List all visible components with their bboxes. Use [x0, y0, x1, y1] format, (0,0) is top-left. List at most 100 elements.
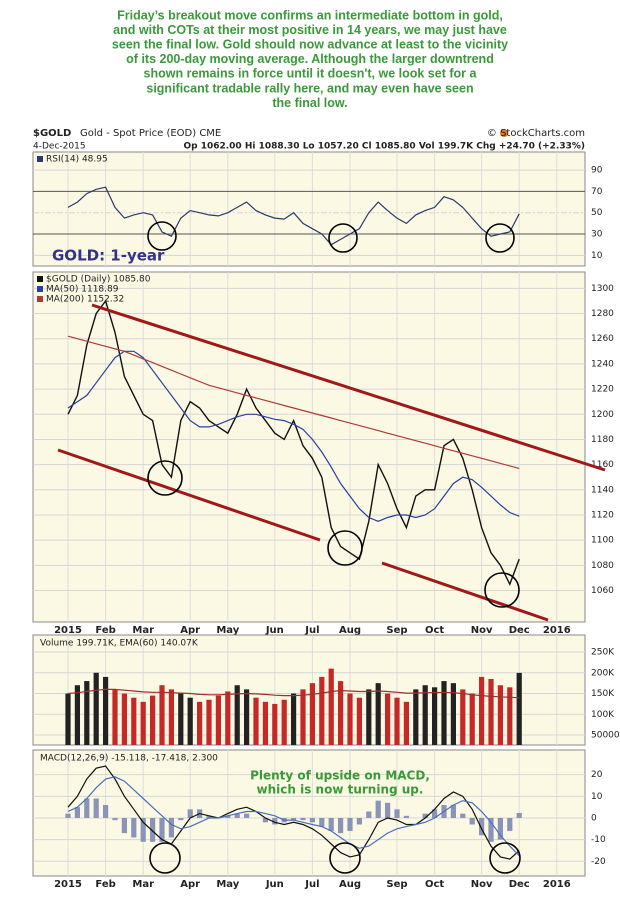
bar — [309, 683, 315, 745]
y-tick-label: 20 — [591, 770, 603, 780]
bar — [187, 697, 193, 745]
source-logo — [500, 129, 508, 137]
bar — [460, 689, 466, 745]
bar — [272, 703, 278, 745]
x-tick-label: Feb — [95, 879, 115, 890]
y-tick-label: 70 — [591, 187, 603, 197]
note-line: Friday’s breakout move confirms an inter… — [117, 8, 503, 22]
x-tick-label: Apr — [180, 879, 200, 890]
x-tick-label: Nov — [471, 879, 493, 890]
bar — [65, 693, 71, 745]
bar — [140, 817, 146, 842]
bar — [131, 817, 137, 838]
bar — [262, 701, 268, 745]
x-tick-label: May — [216, 625, 239, 636]
x-tick-label: 2016 — [543, 625, 571, 636]
bar — [356, 817, 362, 825]
x-tick-label: Dec — [509, 879, 530, 890]
bar — [394, 809, 400, 818]
legend-entry: MA(200) 1152.32 — [46, 295, 124, 305]
x-tick-label: 2015 — [54, 625, 82, 636]
bar — [234, 813, 240, 818]
bar — [338, 817, 344, 834]
circle-marker — [147, 221, 177, 251]
bar — [225, 815, 231, 818]
y-tick-label: 1200 — [591, 410, 614, 420]
y-tick-label: 1260 — [591, 334, 614, 344]
y-tick-label: 1120 — [591, 510, 614, 520]
bar — [347, 817, 353, 831]
bar — [150, 817, 156, 842]
bar — [121, 817, 127, 834]
bar — [178, 817, 184, 821]
x-tick-label: 2016 — [543, 879, 571, 890]
x-tick-label: 2015 — [54, 879, 82, 890]
y-tick-label: 1280 — [591, 309, 614, 319]
y-tick-label: 1180 — [591, 435, 614, 445]
y-tick-label: 1080 — [591, 561, 614, 571]
bar — [432, 809, 438, 818]
note-line: significant tradable rally here, and may… — [146, 81, 473, 95]
bar — [403, 701, 409, 745]
bar — [394, 697, 400, 745]
legend-entry: $GOLD (Daily) 1085.80 — [46, 275, 151, 285]
bar — [469, 693, 475, 745]
y-tick-label: -10 — [591, 835, 606, 845]
bar — [121, 693, 127, 745]
bar — [281, 699, 287, 745]
bar — [450, 683, 456, 745]
date: 4-Dec-2015 — [33, 142, 86, 152]
panel-annotation: Plenty of upside on MACD, — [250, 769, 430, 783]
legend-swatch — [37, 276, 43, 282]
y-tick-label: 1060 — [591, 586, 614, 596]
bar — [479, 676, 485, 745]
circle-marker — [327, 530, 363, 566]
circle-marker — [484, 572, 520, 608]
annotations-overlay — [57, 221, 606, 874]
bar — [291, 693, 297, 745]
y-tick-label: 10 — [591, 792, 603, 802]
series-line — [67, 186, 520, 246]
source: © StockCharts.com — [487, 128, 585, 139]
series-line — [67, 776, 520, 857]
bar — [319, 676, 325, 745]
bar — [516, 672, 522, 745]
circle-marker — [328, 223, 358, 253]
bar — [441, 681, 447, 745]
series-line — [67, 688, 520, 699]
x-tick-label: May — [216, 879, 239, 890]
y-tick-label: 100K — [591, 710, 615, 720]
panel — [32, 271, 586, 623]
bar — [215, 695, 221, 745]
x-tick-label: Jun — [265, 879, 284, 890]
x-tick-label: Mar — [132, 879, 154, 890]
bar — [385, 802, 391, 818]
note-line: the final low. — [272, 96, 347, 110]
note-line: and with COTs at their most positive in … — [113, 23, 507, 37]
bar — [131, 697, 137, 745]
bar — [422, 813, 428, 818]
x-tick-label: Apr — [180, 625, 200, 636]
x-tick-label: Aug — [339, 879, 361, 890]
x-tick-label: Feb — [95, 625, 115, 636]
bar — [197, 701, 203, 745]
panel-annotation: GOLD: 1-year — [52, 247, 165, 265]
bar — [385, 693, 391, 745]
note-line: of its 200-day moving average. Although … — [126, 52, 494, 66]
x-tick-label: Mar — [132, 625, 154, 636]
bar — [507, 817, 513, 831]
series-line — [67, 299, 520, 586]
bar — [497, 817, 503, 840]
bar — [432, 687, 438, 745]
bar — [338, 681, 344, 745]
symbol: $GOLD — [33, 128, 71, 139]
x-tick-label: Oct — [425, 625, 444, 636]
bar — [244, 813, 250, 818]
bar — [309, 817, 315, 823]
legend-swatch — [37, 156, 43, 162]
bar — [507, 687, 513, 745]
bar — [168, 689, 174, 745]
bar — [262, 817, 268, 823]
bar — [112, 817, 118, 821]
